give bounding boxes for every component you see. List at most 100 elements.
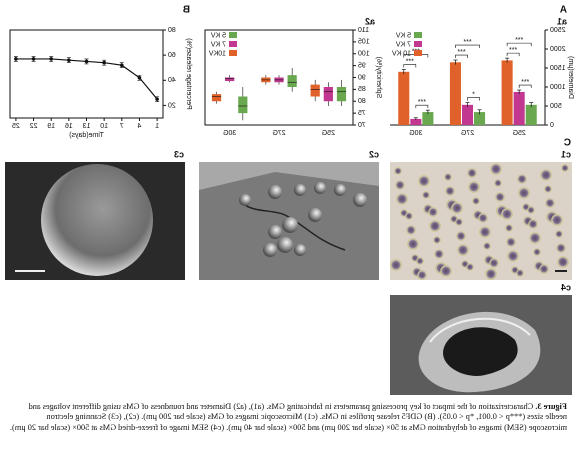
significance-label: ***: [405, 58, 413, 65]
error-bar: [84, 58, 89, 65]
x-tick-label: 13: [83, 123, 91, 130]
box: [323, 87, 333, 102]
cell: [407, 238, 419, 250]
cell: [506, 237, 516, 247]
bead: [268, 225, 282, 239]
significance-label: ***: [418, 99, 426, 106]
caption: Figure 3. Characterization of the impact…: [7, 402, 567, 433]
bar: [525, 104, 537, 125]
error-bar: [137, 74, 142, 81]
y-tick-label: 0: [550, 122, 554, 129]
bead: [334, 184, 346, 196]
cell: [416, 257, 424, 265]
significance-label: ***: [463, 39, 471, 46]
sem-image: [390, 295, 572, 395]
x-tick-label: 30G: [409, 130, 422, 137]
y-tick-label: 70: [358, 122, 366, 129]
legend-swatch: [414, 32, 422, 38]
error-bar: [49, 56, 54, 62]
y-tick-label: 95: [358, 62, 366, 69]
significance-label: ***: [457, 49, 465, 56]
cell: [483, 242, 491, 250]
sem-image: [5, 162, 185, 280]
bar: [449, 62, 461, 125]
significance-label: ***: [521, 79, 529, 86]
cell: [529, 232, 541, 244]
cell: [440, 265, 452, 277]
x-tick-label: 27G: [461, 130, 474, 137]
cell: [539, 264, 549, 274]
bead: [268, 185, 282, 199]
cell: [533, 248, 541, 256]
bead: [353, 193, 367, 207]
significance-bracket: [403, 64, 417, 68]
y-tick-label: 60: [168, 52, 176, 59]
x-tick-label: 25G: [322, 130, 335, 137]
error-bar: [31, 56, 36, 62]
cell: [428, 207, 438, 217]
panel-label: C: [564, 138, 571, 149]
bar: [410, 118, 422, 125]
cell: [494, 179, 502, 187]
x-tick-label: 4: [137, 123, 141, 130]
bead: [239, 194, 251, 206]
cell: [405, 212, 413, 220]
panel-label: A: [560, 5, 567, 16]
box: [238, 96, 248, 114]
cell: [557, 256, 569, 268]
y-tick-label: 2000: [550, 46, 566, 53]
x-tick-label: 25G: [513, 130, 526, 137]
error-bar: [119, 62, 124, 69]
error-bar: [102, 59, 107, 66]
cell: [489, 258, 499, 268]
bar: [513, 91, 525, 125]
y-tick-label: 20: [168, 102, 176, 109]
bar: [461, 104, 474, 125]
legend-swatch: [229, 50, 237, 56]
cell: [507, 250, 519, 262]
box: [310, 84, 320, 97]
cell: [551, 214, 563, 226]
y-tick-label: 90: [358, 74, 366, 81]
x-tick-label: 22: [30, 123, 38, 130]
cell: [434, 249, 444, 259]
cell: [406, 225, 416, 235]
y-tick-label: 100: [358, 51, 370, 58]
cell: [517, 174, 527, 184]
y-tick-label: 1500: [550, 65, 566, 72]
cell: [390, 259, 402, 271]
significance-bracket: [415, 104, 429, 109]
cell: [429, 220, 441, 232]
cell: [451, 202, 463, 214]
box: [287, 75, 297, 87]
cell: [561, 164, 569, 172]
panel-label: B: [183, 5, 190, 16]
cell: [505, 224, 513, 232]
panel-label: c3: [174, 149, 184, 159]
y-tick-label: 105: [358, 39, 370, 46]
error-bar: [13, 56, 18, 62]
cell: [457, 244, 469, 256]
bead: [314, 182, 326, 194]
panel-label: c4: [561, 282, 571, 292]
cell: [479, 226, 491, 238]
significance-bracket: [455, 54, 468, 59]
legend-label: 10KV: [209, 50, 226, 57]
y-tick-label: 80: [358, 98, 366, 105]
cell: [555, 230, 563, 238]
significance-bracket: [467, 97, 480, 101]
cell: [418, 175, 430, 187]
bead: [277, 237, 293, 253]
cell: [501, 208, 513, 220]
cell: [485, 268, 497, 280]
x-tick-label: 27G: [272, 130, 285, 137]
bead: [308, 208, 322, 222]
bar: [501, 60, 513, 125]
significance-bracket: [518, 84, 532, 89]
box: [211, 94, 222, 102]
cell: [490, 163, 502, 175]
cell: [444, 173, 452, 181]
y-tick-label: 75: [358, 110, 366, 117]
x-tick-label: 16: [65, 123, 73, 130]
